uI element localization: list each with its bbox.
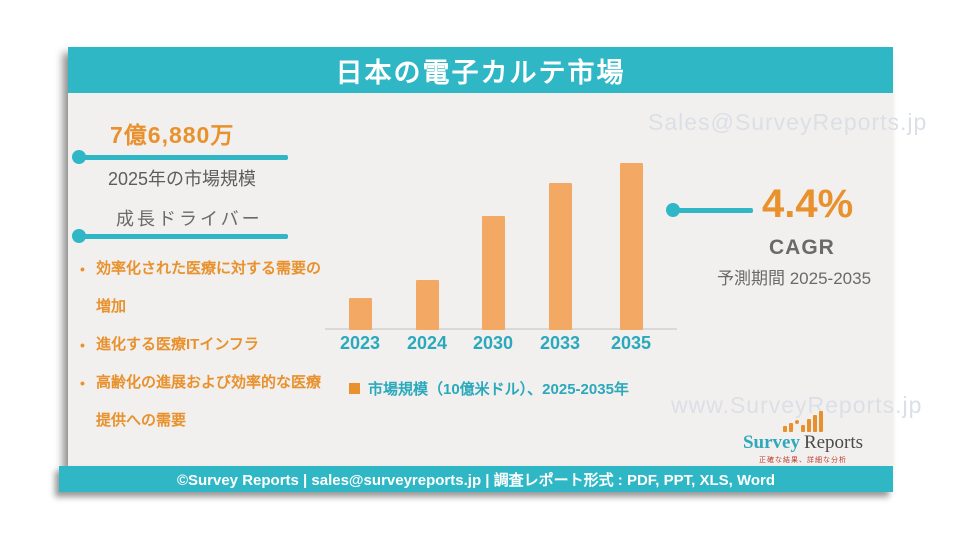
chart-column: 2033	[527, 183, 593, 354]
bar-2035	[619, 163, 643, 330]
callout-dot	[666, 203, 680, 217]
forecast-period: 予測期間 2025-2035	[717, 269, 872, 288]
growth-drivers-heading: 成長ドライバー	[116, 209, 263, 229]
callout-line-market-size	[72, 150, 288, 164]
x-axis-label: 2030	[472, 333, 514, 353]
growth-drivers-list: 効率化された医療に対する需要の増加 進化する医療ITインフラ 高齢化の進展および…	[78, 250, 331, 440]
watermark-top: Sales@SurveyReports.jp	[648, 109, 928, 135]
page-title: 日本の電子カルテ市場	[335, 57, 626, 88]
chart-legend: 市場規模（10億米ドル）、2025-2035年	[349, 378, 629, 399]
chart-column: 2035	[598, 163, 664, 354]
list-item: 進化する医療ITインフラ	[78, 326, 331, 364]
callout-rule	[82, 233, 288, 239]
callout-rule	[82, 154, 288, 160]
x-axis-label: 2035	[610, 333, 652, 353]
logo-word-survey: Survey	[742, 432, 800, 453]
bar-chart: 2023 2024 2030 2033 2035	[325, 138, 677, 354]
footer-bar: ©Survey Reports | sales@surveyreports.jp…	[59, 466, 893, 492]
chart-column: 2023	[327, 298, 393, 354]
legend-swatch	[349, 383, 360, 394]
bar-chart-icon	[737, 411, 869, 432]
footer-text: ©Survey Reports | sales@surveyreports.jp…	[176, 471, 776, 489]
callout-line-cagr	[666, 203, 753, 217]
chart-column: 2024	[394, 280, 460, 354]
x-axis-label: 2023	[339, 333, 381, 353]
logo-word-reports: Reports	[803, 432, 864, 453]
callout-line-drivers	[72, 229, 288, 243]
market-size-label: 2025年の市場規模	[108, 169, 257, 189]
x-axis-label: 2024	[406, 333, 448, 353]
legend-label: 市場規模（10億米ドル）、2025-2035年	[368, 381, 629, 398]
logo-tagline: 正確な結果、詳細な分析	[759, 457, 847, 464]
bar-2030	[481, 216, 505, 330]
list-item: 高齢化の進展および効率的な医療提供への需要	[78, 364, 331, 440]
cagr-label: CAGR	[769, 236, 835, 259]
bar-2023	[348, 298, 372, 330]
logo-wordmark: Survey Reports	[737, 432, 869, 453]
watermark-bottom: www.SurveyReports.jp	[671, 392, 923, 418]
market-size-value: 7億6,880万	[110, 122, 235, 148]
bar-2024	[415, 280, 439, 330]
callout-dot	[72, 150, 86, 164]
survey-reports-logo: Survey Reports 正確な結果、詳細な分析	[737, 411, 869, 465]
callout-dot	[72, 229, 86, 243]
chart-column: 2030	[460, 216, 526, 354]
x-axis-label: 2033	[539, 333, 581, 353]
title-banner: 日本の電子カルテ市場	[68, 47, 893, 93]
list-item: 効率化された医療に対する需要の増加	[78, 250, 331, 326]
cagr-value: 4.4%	[762, 182, 854, 226]
callout-rule	[676, 207, 753, 213]
bar-2033	[548, 183, 572, 330]
